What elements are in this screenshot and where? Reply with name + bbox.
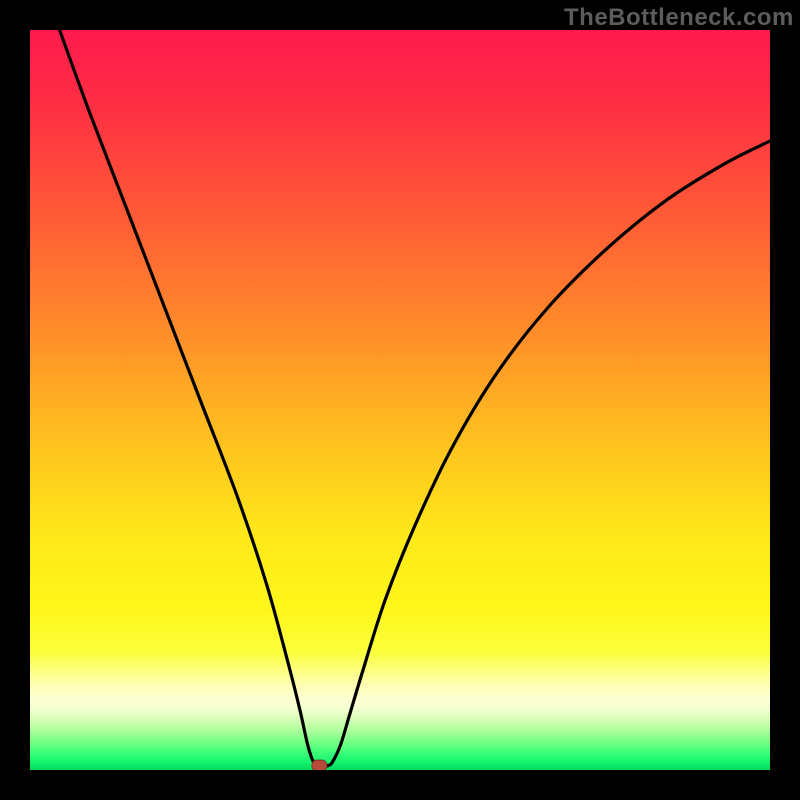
watermark-text: TheBottleneck.com (564, 4, 794, 32)
gradient-background (30, 30, 770, 770)
minimum-marker (312, 760, 327, 770)
plot-svg (30, 30, 770, 770)
plot-area (30, 30, 770, 770)
